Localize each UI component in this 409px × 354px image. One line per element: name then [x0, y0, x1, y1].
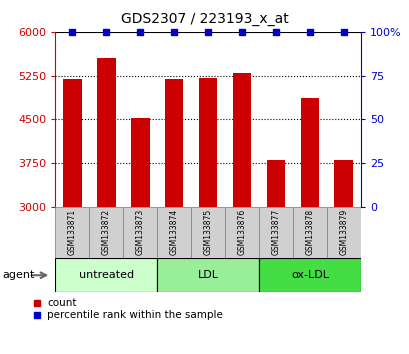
Bar	[157, 207, 191, 258]
Bar	[326, 207, 360, 258]
Bar	[97, 58, 115, 207]
Bar	[258, 258, 360, 292]
Text: GSM133873: GSM133873	[135, 209, 144, 255]
Bar	[55, 258, 157, 292]
Text: GSM133879: GSM133879	[339, 209, 348, 255]
Bar	[300, 98, 319, 207]
Bar	[63, 79, 81, 207]
Text: LDL: LDL	[197, 270, 218, 280]
Bar	[198, 78, 217, 207]
Bar	[164, 79, 183, 207]
Text: GSM133874: GSM133874	[169, 209, 178, 255]
Bar	[55, 207, 89, 258]
Text: GSM133876: GSM133876	[237, 209, 246, 255]
Bar	[266, 160, 285, 207]
Text: GSM133878: GSM133878	[305, 209, 314, 255]
Bar	[232, 73, 251, 207]
Bar	[334, 160, 352, 207]
Bar	[258, 207, 292, 258]
Bar	[157, 258, 258, 292]
Text: GSM133871: GSM133871	[67, 209, 76, 255]
Text: count: count	[47, 298, 76, 308]
Text: untreated: untreated	[79, 270, 133, 280]
Text: agent: agent	[2, 270, 34, 280]
Bar	[225, 207, 258, 258]
Text: GSM133875: GSM133875	[203, 209, 212, 255]
Bar	[191, 207, 225, 258]
Text: GSM133872: GSM133872	[101, 209, 110, 255]
Text: percentile rank within the sample: percentile rank within the sample	[47, 310, 222, 320]
Text: ox-LDL: ox-LDL	[290, 270, 328, 280]
Bar	[130, 118, 149, 207]
Bar	[292, 207, 326, 258]
Text: GSM133877: GSM133877	[271, 209, 280, 255]
Bar	[89, 207, 123, 258]
Text: GDS2307 / 223193_x_at: GDS2307 / 223193_x_at	[121, 12, 288, 27]
Bar	[123, 207, 157, 258]
